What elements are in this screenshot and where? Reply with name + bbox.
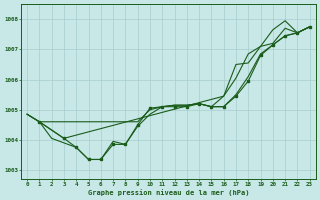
X-axis label: Graphe pression niveau de la mer (hPa): Graphe pression niveau de la mer (hPa): [88, 189, 249, 196]
